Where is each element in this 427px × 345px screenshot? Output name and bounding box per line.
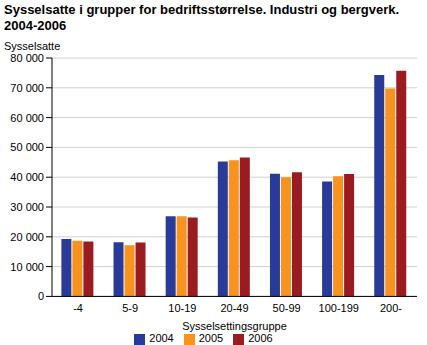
svg-text:Sysselsettingsgruppe: Sysselsettingsgruppe <box>182 320 287 332</box>
html-text:2004: 2004 <box>149 332 174 345</box>
svg-text:0: 0 <box>38 290 44 302</box>
html-text:Sysselsatte: Sysselsatte <box>4 40 61 52</box>
svg-text:100-199: 100-199 <box>319 302 359 314</box>
svg-text:30 000: 30 000 <box>10 201 44 213</box>
svg-text:60 000: 60 000 <box>10 112 44 124</box>
svg-text:10-19: 10-19 <box>168 302 196 314</box>
html-text:2006: 2006 <box>248 332 273 345</box>
svg-text:5-9: 5-9 <box>122 302 138 314</box>
html-text:Sysselsatte i grupper for bedr: Sysselsatte i grupper for bedriftsstørre… <box>4 2 400 33</box>
svg-text:70 000: 70 000 <box>10 82 44 94</box>
svg-text:10 000: 10 000 <box>10 261 44 273</box>
svg-text:40 000: 40 000 <box>10 171 44 183</box>
svg-text:50-99: 50-99 <box>273 302 301 314</box>
svg-text:20 000: 20 000 <box>10 231 44 243</box>
svg-text:50 000: 50 000 <box>10 141 44 153</box>
svg-text:20-49: 20-49 <box>220 302 248 314</box>
html-text:2005: 2005 <box>198 332 224 345</box>
svg-text:-4: -4 <box>73 302 83 314</box>
svg-text:200-: 200- <box>380 302 402 314</box>
svg-text:80 000: 80 000 <box>10 52 44 64</box>
